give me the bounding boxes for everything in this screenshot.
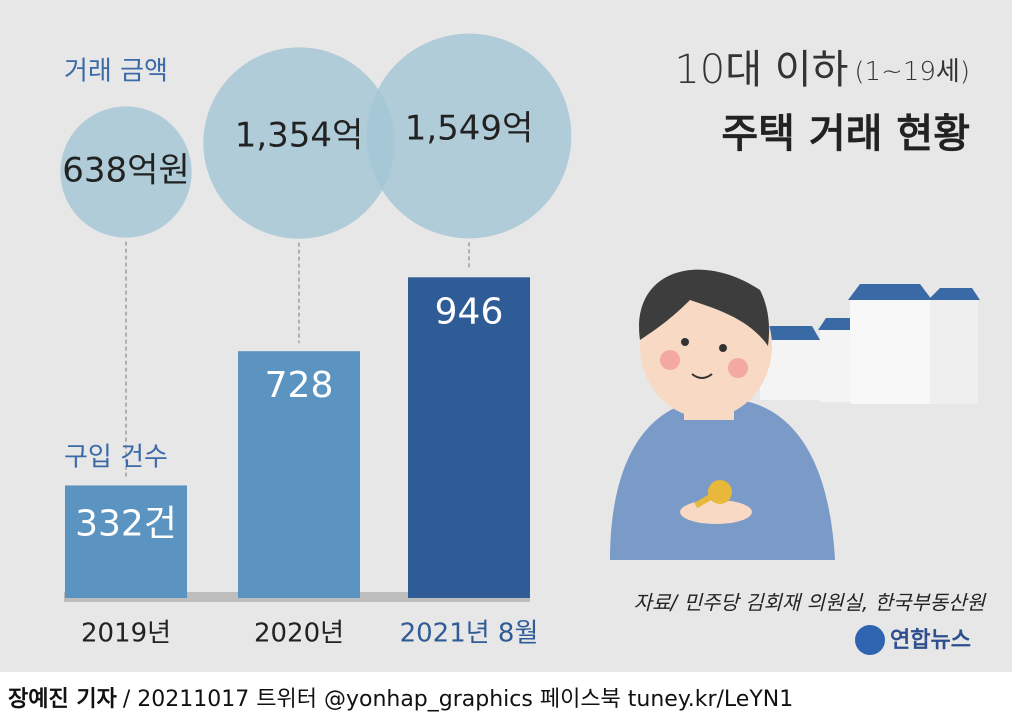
- illustration: [610, 269, 980, 560]
- footer: 장예진 기자/ 20211017 트위터 @yonhap_graphics 페이…: [8, 687, 793, 712]
- bar: [408, 277, 530, 598]
- bar-label: 728: [265, 365, 334, 406]
- credit: / 20211017 트위터 @yonhap_graphics 페이스북 tun…: [123, 687, 793, 712]
- bar: [238, 351, 360, 598]
- bubble: [60, 106, 192, 238]
- footer-bg: [0, 672, 1012, 728]
- legend-entry: 구입 건수: [64, 443, 168, 473]
- title-main: 10대 이하: [674, 47, 848, 93]
- bubble: [366, 33, 572, 239]
- chart-title: 10대 이하 (1~19세): [674, 47, 970, 93]
- bubble-label: 1,354억: [235, 116, 364, 156]
- logo: 연합뉴스: [890, 627, 971, 653]
- byline: 장예진 기자: [8, 687, 118, 712]
- x-tick-label: 2019년: [81, 619, 171, 649]
- bar-label: 332건: [75, 503, 177, 544]
- source: 자료/ 민주당 김회재 의원실, 한국부동산원: [634, 591, 987, 615]
- bar-label: 946: [435, 291, 504, 332]
- bubble-label: 638억원: [62, 151, 189, 191]
- bubble: [203, 47, 395, 239]
- bubble-label: 1,549억: [405, 109, 534, 149]
- bar: [65, 485, 187, 598]
- x-tick-label: 2020년: [254, 619, 344, 649]
- chart-subtitle: 주택 거래 현황: [721, 111, 970, 157]
- title-note: (1~19세): [854, 57, 970, 87]
- logo-icon: [855, 625, 885, 655]
- legend-entry: 거래 금액: [64, 57, 168, 87]
- x-tick-label: 2021년 8월: [400, 619, 539, 649]
